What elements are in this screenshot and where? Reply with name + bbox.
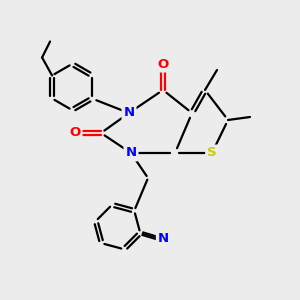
Text: N: N: [123, 106, 135, 119]
Text: N: N: [125, 146, 136, 160]
Text: O: O: [158, 58, 169, 70]
Text: S: S: [207, 146, 217, 160]
Text: N: N: [158, 232, 169, 245]
Text: O: O: [69, 127, 81, 140]
